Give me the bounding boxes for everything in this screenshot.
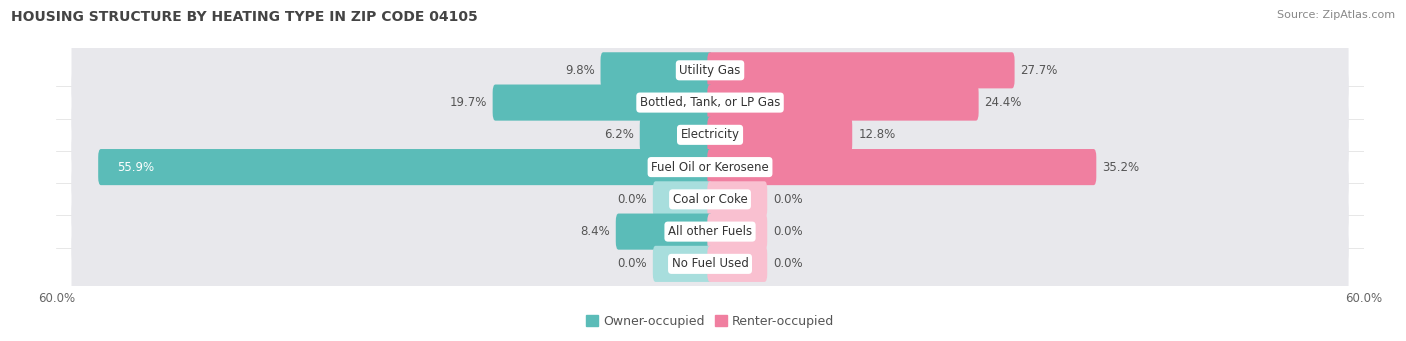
FancyBboxPatch shape — [707, 246, 768, 282]
FancyBboxPatch shape — [72, 198, 1348, 266]
Text: 27.7%: 27.7% — [1021, 64, 1057, 77]
FancyBboxPatch shape — [707, 52, 1015, 88]
Text: Fuel Oil or Kerosene: Fuel Oil or Kerosene — [651, 161, 769, 174]
Text: 0.0%: 0.0% — [773, 257, 803, 270]
Text: HOUSING STRUCTURE BY HEATING TYPE IN ZIP CODE 04105: HOUSING STRUCTURE BY HEATING TYPE IN ZIP… — [11, 10, 478, 24]
Text: Bottled, Tank, or LP Gas: Bottled, Tank, or LP Gas — [640, 96, 780, 109]
FancyBboxPatch shape — [707, 181, 768, 218]
Text: 6.2%: 6.2% — [605, 128, 634, 141]
Legend: Owner-occupied, Renter-occupied: Owner-occupied, Renter-occupied — [581, 310, 839, 333]
FancyBboxPatch shape — [707, 85, 979, 121]
Text: 8.4%: 8.4% — [581, 225, 610, 238]
Text: Source: ZipAtlas.com: Source: ZipAtlas.com — [1277, 10, 1395, 20]
Text: 35.2%: 35.2% — [1102, 161, 1139, 174]
FancyBboxPatch shape — [72, 230, 1348, 298]
Text: 55.9%: 55.9% — [117, 161, 155, 174]
FancyBboxPatch shape — [72, 133, 1348, 201]
Text: 19.7%: 19.7% — [450, 96, 486, 109]
FancyBboxPatch shape — [72, 69, 1348, 136]
Text: 0.0%: 0.0% — [773, 193, 803, 206]
FancyBboxPatch shape — [652, 181, 713, 218]
Text: No Fuel Used: No Fuel Used — [672, 257, 748, 270]
FancyBboxPatch shape — [707, 149, 1097, 185]
FancyBboxPatch shape — [707, 213, 768, 250]
FancyBboxPatch shape — [600, 52, 713, 88]
Text: 0.0%: 0.0% — [617, 257, 647, 270]
Text: 24.4%: 24.4% — [984, 96, 1022, 109]
Text: All other Fuels: All other Fuels — [668, 225, 752, 238]
Text: 9.8%: 9.8% — [565, 64, 595, 77]
FancyBboxPatch shape — [72, 36, 1348, 104]
FancyBboxPatch shape — [492, 85, 713, 121]
Text: Electricity: Electricity — [681, 128, 740, 141]
Text: 12.8%: 12.8% — [858, 128, 896, 141]
FancyBboxPatch shape — [707, 117, 852, 153]
FancyBboxPatch shape — [72, 165, 1348, 233]
Text: 0.0%: 0.0% — [617, 193, 647, 206]
FancyBboxPatch shape — [616, 213, 713, 250]
FancyBboxPatch shape — [652, 246, 713, 282]
Text: Coal or Coke: Coal or Coke — [672, 193, 748, 206]
FancyBboxPatch shape — [98, 149, 713, 185]
FancyBboxPatch shape — [640, 117, 713, 153]
FancyBboxPatch shape — [72, 101, 1348, 169]
Text: 0.0%: 0.0% — [773, 225, 803, 238]
Text: Utility Gas: Utility Gas — [679, 64, 741, 77]
